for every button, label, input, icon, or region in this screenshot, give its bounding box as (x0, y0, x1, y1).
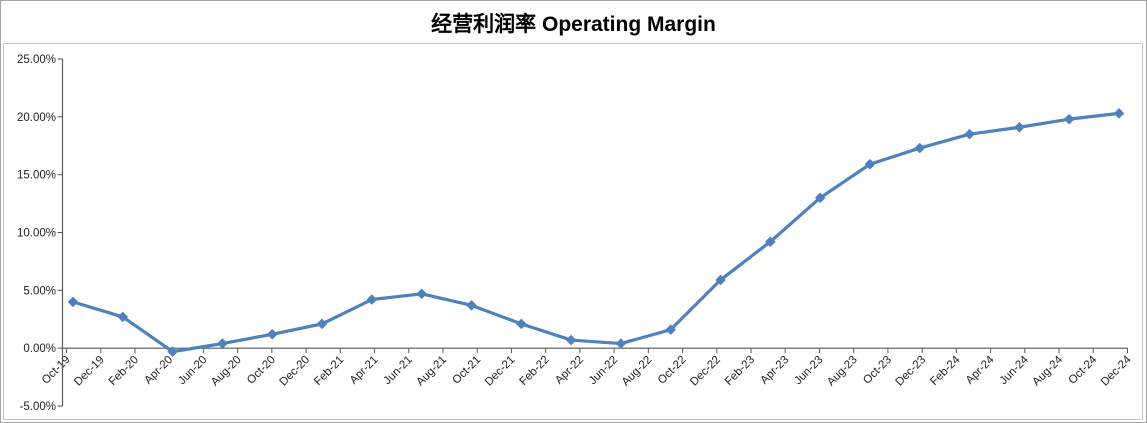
x-tick-label: Jun-23 (792, 354, 825, 387)
x-tick-label: Dec-22 (688, 354, 723, 389)
data-point-marker (217, 338, 228, 349)
data-point-marker (167, 346, 178, 357)
x-tick-label: Feb-24 (928, 353, 963, 388)
data-point-marker (1014, 122, 1025, 133)
x-tick-label: Apr-21 (348, 354, 381, 387)
x-tick-label: Oct-23 (861, 354, 894, 387)
y-tick-label: 15.00% (17, 170, 56, 182)
x-tick-label: Feb-20 (107, 354, 141, 388)
x-tick-label: Oct-21 (450, 354, 483, 387)
y-tick-label: 0.00% (23, 343, 56, 355)
data-point-marker (565, 334, 577, 346)
data-point-marker (1113, 108, 1125, 119)
data-point-marker (466, 300, 477, 311)
y-tick-label: 20.00% (17, 112, 56, 124)
x-tick-label: Dec-19 (72, 354, 107, 389)
y-tick-label: -5.00% (20, 401, 56, 413)
data-point-marker (516, 318, 527, 329)
x-tick-label: Apr-23 (758, 354, 791, 387)
series-line (71, 111, 1121, 354)
data-point-marker (815, 192, 826, 203)
x-tick-label: Aug-20 (209, 354, 244, 389)
data-point-marker (765, 236, 776, 247)
x-tick-label: Oct-19 (40, 354, 73, 387)
data-point-marker (715, 274, 726, 286)
x-tick-label: Oct-24 (1067, 353, 1100, 386)
y-tick-label: 5.00% (23, 285, 56, 297)
x-tick-label: Jun-20 (176, 354, 209, 387)
x-tick-label: Aug-22 (620, 354, 655, 389)
x-tick-label: Jun-21 (382, 354, 415, 387)
y-tick-label: 25.00% (17, 54, 56, 66)
x-tick-label: Aug-21 (414, 354, 449, 389)
x-tick-label: Aug-23 (825, 354, 860, 389)
data-point-marker (914, 142, 925, 154)
x-tick-label: Aug-24 (1030, 353, 1065, 388)
x-tick-label: Feb-21 (312, 354, 346, 388)
x-tick-label: Apr-20 (142, 354, 175, 387)
data-point-marker (67, 296, 79, 307)
x-tick-label: Oct-20 (245, 354, 278, 387)
x-tick-label: Feb-23 (723, 354, 757, 388)
x-tick-label: Feb-22 (518, 354, 552, 388)
x-tick-label: Oct-22 (656, 354, 689, 387)
data-point-marker (267, 329, 278, 340)
x-tick-label: Apr-22 (553, 354, 586, 387)
chart-title: 经营利润率 Operating Margin (431, 13, 716, 36)
x-tick-label: Jun-24 (998, 353, 1032, 387)
data-point-marker (366, 294, 377, 305)
data-point-marker (615, 338, 627, 349)
plot-frame-border (3, 43, 1143, 420)
x-tick-label: Dec-21 (483, 354, 518, 389)
data-point-marker (1064, 114, 1075, 125)
data-point-marker (117, 311, 128, 323)
data-point-marker (416, 288, 427, 299)
x-tick-label: Jun-22 (587, 354, 620, 387)
x-tick-label: Dec-20 (277, 354, 312, 389)
data-point-marker (964, 129, 975, 140)
data-point-marker (316, 318, 328, 329)
y-tick-label: 10.00% (17, 228, 56, 240)
data-point-marker (864, 159, 876, 170)
data-point-marker (665, 324, 676, 335)
x-tick-label: Apr-24 (964, 353, 997, 386)
x-tick-label: Dec-23 (894, 354, 929, 389)
x-tick-label: Dec-24 (1099, 353, 1134, 388)
